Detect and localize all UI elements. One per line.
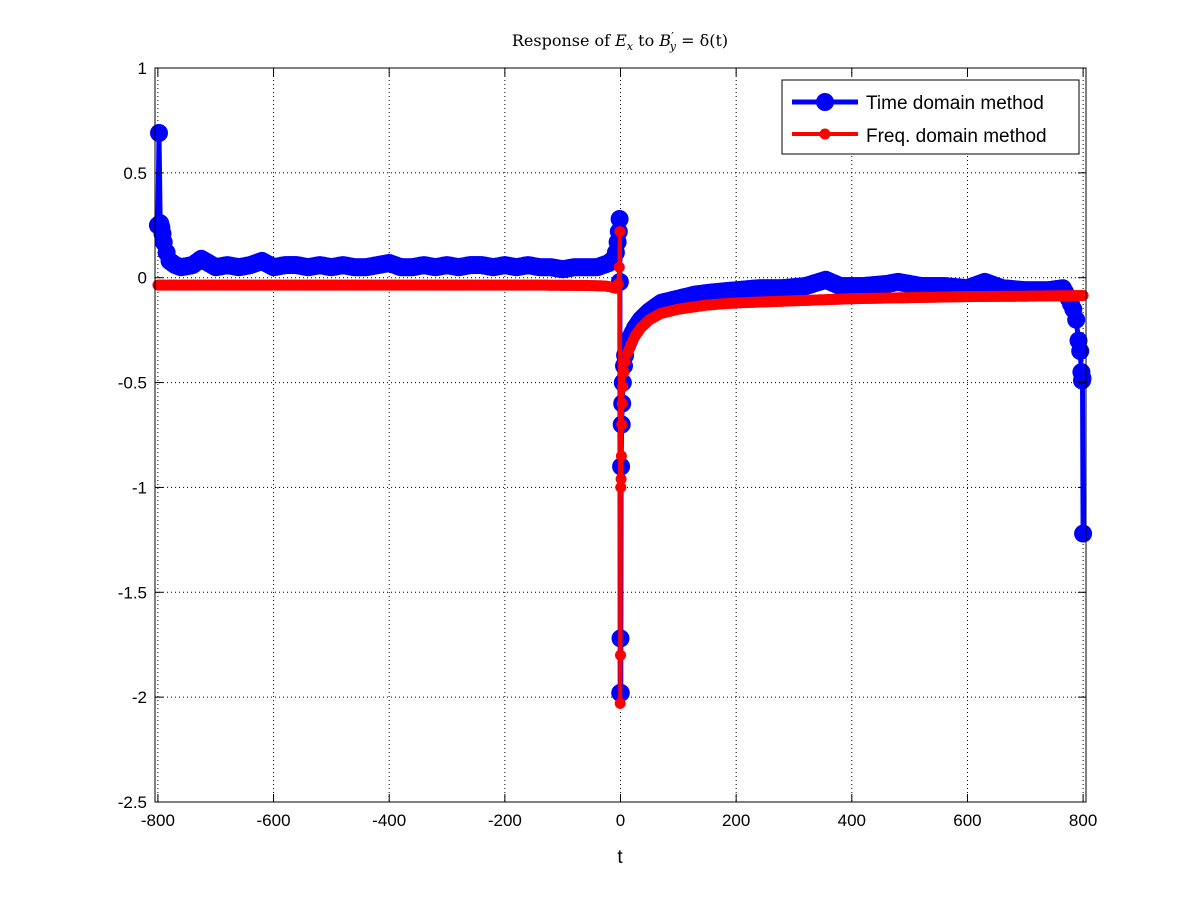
legend-box [781,79,1080,155]
data-point [610,210,629,228]
data-point [617,381,629,393]
x-tick-label: -200 [488,811,522,830]
x-tick-label: 0 [616,811,625,830]
ticks: -800 -600 -400 -200 0 200 400 600 800 1 0.5 0 -0.5 -1… [118,59,1098,830]
y-tick-label: -2 [132,688,147,707]
data-point [615,649,626,661]
title-suffix: = δ(t) [676,31,728,50]
data-point [614,226,626,238]
data-point [1074,524,1093,543]
title-e-subscript: x [627,40,634,53]
x-axis-label: t [617,847,623,868]
y-tick-label: -1 [132,478,147,497]
x-tick-label: -800 [141,811,175,830]
x-tick-label: 600 [953,811,981,830]
data-point [619,356,631,368]
title-b-subscript: y [669,40,677,53]
y-tick-label: -0.5 [118,374,147,393]
x-tick-label: -400 [372,811,406,830]
x-tick-label: 400 [838,811,866,830]
title-e-symbol: E [614,31,627,50]
data-point [614,697,626,709]
data-point [616,398,628,409]
legend-label-time-domain: Time domain method [866,93,1044,114]
y-tick-label: -2.5 [118,793,147,812]
title-prefix: Response of [512,31,615,50]
x-tick-label: 800 [1069,811,1097,830]
legend-marker-time-domain [816,93,834,111]
chart-title: Response of Ex to B′ y = δ(t) [512,30,728,53]
series-layer [148,124,1093,709]
title-b-prime: ′ [671,30,674,44]
data-point [1077,290,1089,301]
data-point [1071,342,1090,361]
data-point [618,366,630,378]
data-point [616,419,628,430]
data-point [1073,369,1092,388]
legend-marker-freq-domain [819,128,831,140]
data-point [615,450,627,462]
x-tick-label: -600 [257,811,291,830]
data-point [150,124,168,142]
data-point [612,278,624,290]
y-tick-label: -1.5 [118,583,147,602]
series-freq-domain [152,226,1089,709]
title-middle: to [633,31,659,50]
data-point [615,481,627,493]
data-point [613,261,625,273]
title-b-symbol: B [658,31,671,50]
y-tick-label: 1 [138,59,147,78]
y-tick-label: 0 [138,269,147,288]
data-point [615,473,627,485]
y-tick-label: 0.5 [123,164,147,183]
legend-label-freq-domain: Freq. domain method [866,126,1047,147]
x-tick-label: 200 [722,811,750,830]
data-point [1067,310,1086,329]
legend: Time domain method Freq. domain method [781,79,1080,155]
